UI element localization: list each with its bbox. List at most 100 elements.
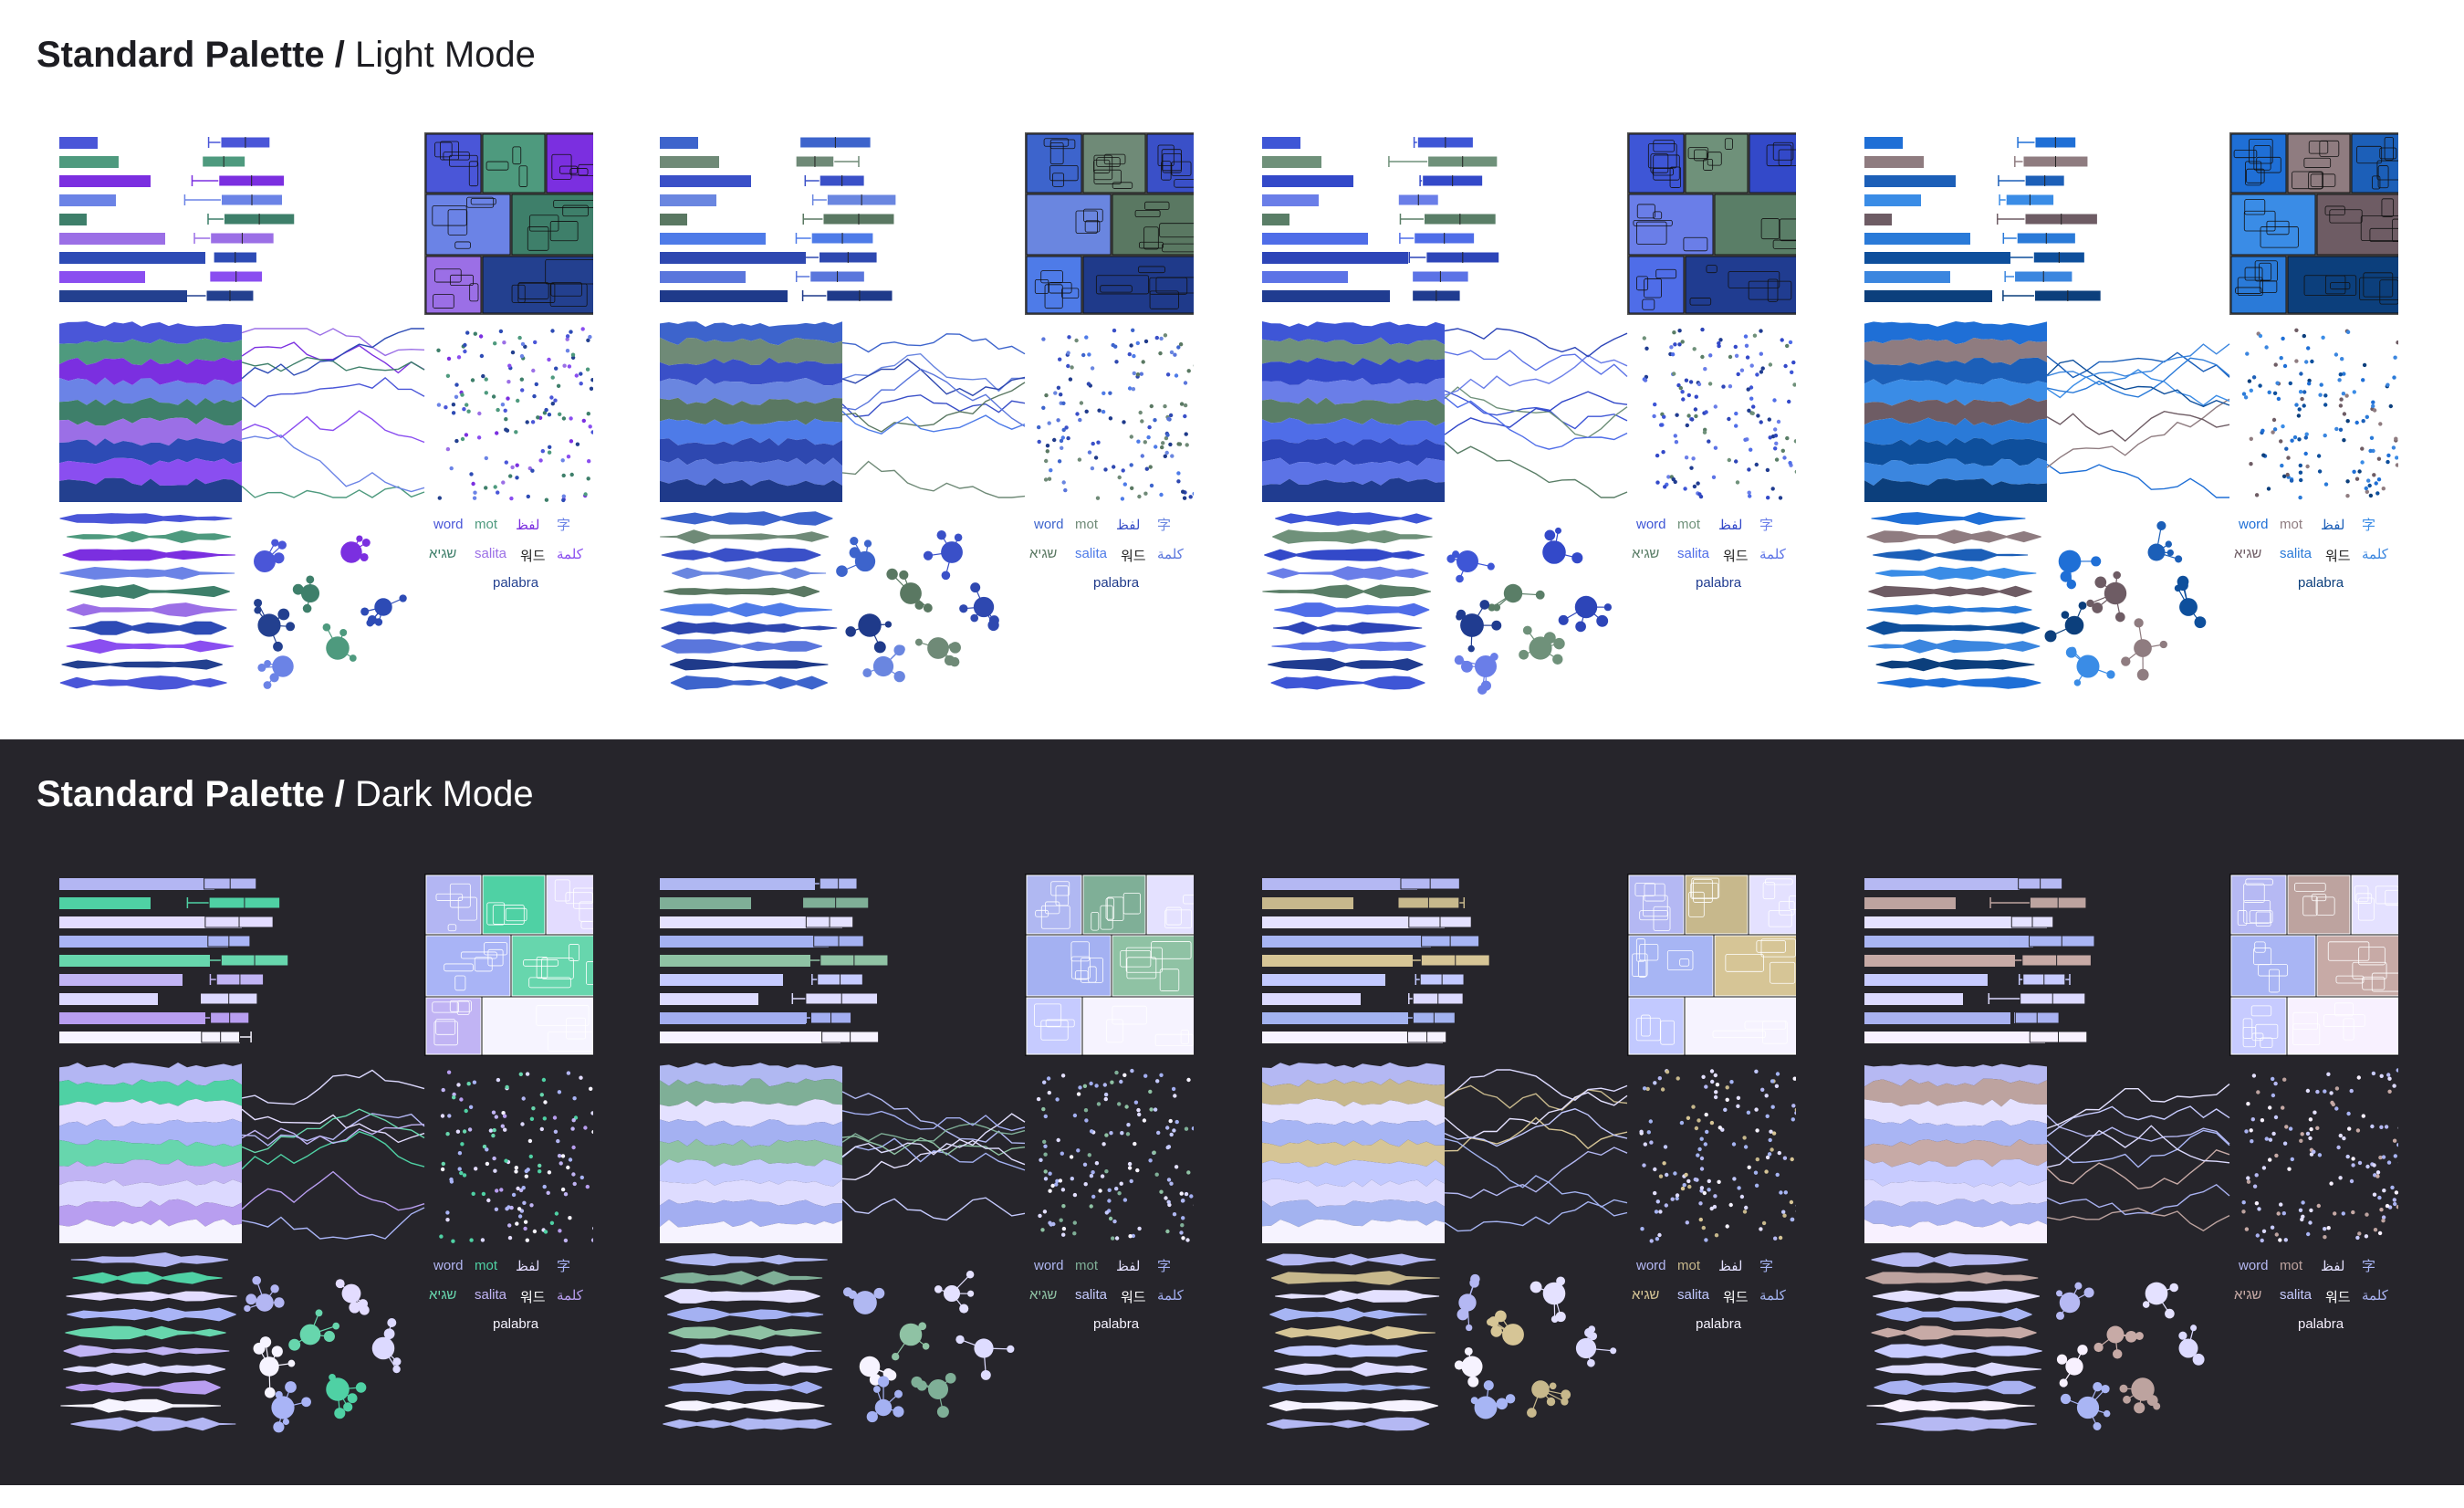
scatter-point [1747,467,1750,471]
treemap-cell [1686,998,1796,1054]
scatter-point [508,474,512,477]
scatter-point [452,403,455,406]
light-mode-title: Standard Palette / Light Mode [37,35,536,76]
scatter-point [1166,417,1170,421]
scatter-point [1697,1147,1701,1151]
scatter-point [2365,490,2369,494]
scatter-point [543,1185,547,1189]
bar [1262,137,1300,149]
network-graph [2045,521,2207,686]
network-node [2057,1355,2067,1365]
scatter-point [1043,1145,1047,1148]
scatter-point [1681,397,1685,401]
scatter-point [2339,397,2343,401]
scatter-point [1128,352,1132,356]
scatter-point [1038,440,1041,444]
network-node [356,1382,366,1392]
scatter-point [1642,1163,1645,1167]
violin [1876,1417,2037,1431]
scatter-point [484,486,487,489]
treemap [2229,132,2398,315]
scatter-point [1122,468,1125,472]
scatter-point [1110,1081,1113,1084]
scatter-point [2289,382,2292,385]
scatter-point [2242,392,2246,395]
scatter-point [1170,454,1174,457]
scatter-point [1770,1079,1774,1083]
bar [1262,233,1368,245]
scatter-point [2372,1163,2375,1167]
scatter-point [442,1162,445,1166]
violin [1867,1399,2035,1412]
scatter-plot [436,327,593,502]
violin [67,530,231,543]
network-node [1547,1398,1555,1406]
scatter-point [1759,420,1763,424]
word-cloud-word: 워드 [520,1287,546,1306]
network-hub [342,1284,361,1304]
scatter-point [2355,1236,2359,1240]
scatter-point [2264,345,2268,349]
scatter-point [538,1169,541,1173]
network-node [348,1393,358,1403]
scatter-point [2339,372,2343,376]
violin [63,1363,225,1376]
word-cloud-word: mot [1677,517,1700,532]
scatter-point [1748,1166,1751,1169]
bar [59,290,187,302]
scatter-point [2368,449,2372,453]
network-hub [257,613,280,636]
network-node [1556,1312,1566,1322]
treemap-cell [1147,134,1194,193]
scatter-point [548,413,551,416]
scatter-point [1126,1132,1130,1136]
scatter-point [1078,1085,1081,1089]
network-node [1479,600,1489,610]
network-hub [2065,616,2084,635]
line-chart [2047,344,2229,497]
series-line [842,369,1025,426]
violin [661,1271,823,1285]
scatter-point [1143,492,1147,496]
treemap-cell [426,194,510,255]
bar [1864,214,1892,225]
network-hub [326,636,350,660]
word-cloud-word: mot [2280,1258,2302,1273]
scatter-point [1737,372,1740,376]
word-cloud-word: كلمة [557,546,583,562]
word-cloud-word: لفظ [516,517,539,533]
scatter-point [1788,461,1791,465]
scatter-point [1058,358,1061,361]
network-node [273,642,283,652]
scatter-point [540,1093,544,1096]
scatter-point [1686,1179,1690,1183]
scatter-point [2280,464,2283,467]
network-hub [860,1356,881,1377]
scatter-point [570,473,574,476]
scatter-point [547,1191,550,1195]
scatter-point [459,1097,463,1101]
treemap-cell [1027,936,1111,996]
scatter-point [469,472,473,476]
violin [1876,658,2035,671]
scatter-point [1043,1210,1047,1213]
violin [1272,529,1432,544]
scatter-point [2281,424,2284,428]
scatter-point [2390,1186,2394,1189]
scatter-point [1737,1186,1740,1189]
scatter-point [2371,401,2375,404]
scatter-point [1044,393,1048,397]
scatter-point [1644,1142,1647,1146]
scatter-point [1677,329,1681,332]
scatter-point [1703,1191,1707,1195]
scatter-point [506,429,509,433]
scatter-point [1673,1171,1676,1175]
scatter-point [522,1096,526,1100]
scatter-point [2309,1209,2313,1212]
scatter-point [1756,414,1759,417]
scatter-point [2317,454,2321,457]
scatter-point [1782,456,1786,459]
scatter-point [2338,1176,2342,1179]
scatter-point [2300,1218,2303,1221]
